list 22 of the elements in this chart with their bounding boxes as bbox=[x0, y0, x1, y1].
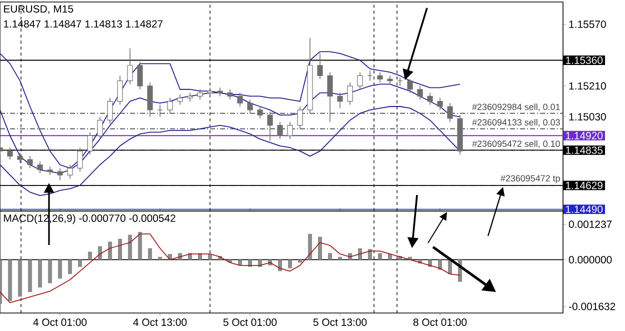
ref-line-label: 1.14920 bbox=[566, 132, 603, 140]
chart-title: EURUSD, M15 bbox=[4, 5, 74, 14]
ref-line-label: 1.14835 bbox=[566, 146, 603, 154]
ref-line-label: 1.14629 bbox=[566, 182, 603, 190]
x-tick-label: 4 Oct 13:00 bbox=[133, 318, 187, 326]
y-tick-label: 0.001237 bbox=[568, 220, 612, 228]
x-tick-label: 5 Oct 01:00 bbox=[223, 318, 277, 326]
ref-line-label: #236094133 sell, 0.03 bbox=[472, 118, 560, 127]
ref-line-label: #236092984 sell, 0.01 bbox=[472, 104, 560, 112]
y-tick-label: 0.000000 bbox=[568, 256, 612, 264]
y-tick-label: 1.15570 bbox=[569, 20, 606, 28]
y-tick-label: 1.15210 bbox=[569, 82, 606, 90]
ref-line-label: 1.14490 bbox=[566, 206, 603, 213]
y-tick-label: -0.001632 bbox=[569, 302, 616, 310]
x-tick-label: 4 Oct 01:00 bbox=[33, 318, 87, 326]
y-tick-label: 1.15030 bbox=[569, 113, 606, 120]
text: 1.14847 1.14847 1.14813 1.14827 bbox=[4, 20, 163, 28]
ref-line-label: #236095472 sell, 0.10 bbox=[472, 140, 560, 148]
ref-line-label: #236095472 tp bbox=[500, 175, 560, 184]
x-tick-label: 5 Oct 13:00 bbox=[313, 318, 367, 326]
x-tick-label: 8 Oct 01:00 bbox=[413, 318, 467, 326]
ref-line-label: 1.15360 bbox=[566, 56, 603, 64]
